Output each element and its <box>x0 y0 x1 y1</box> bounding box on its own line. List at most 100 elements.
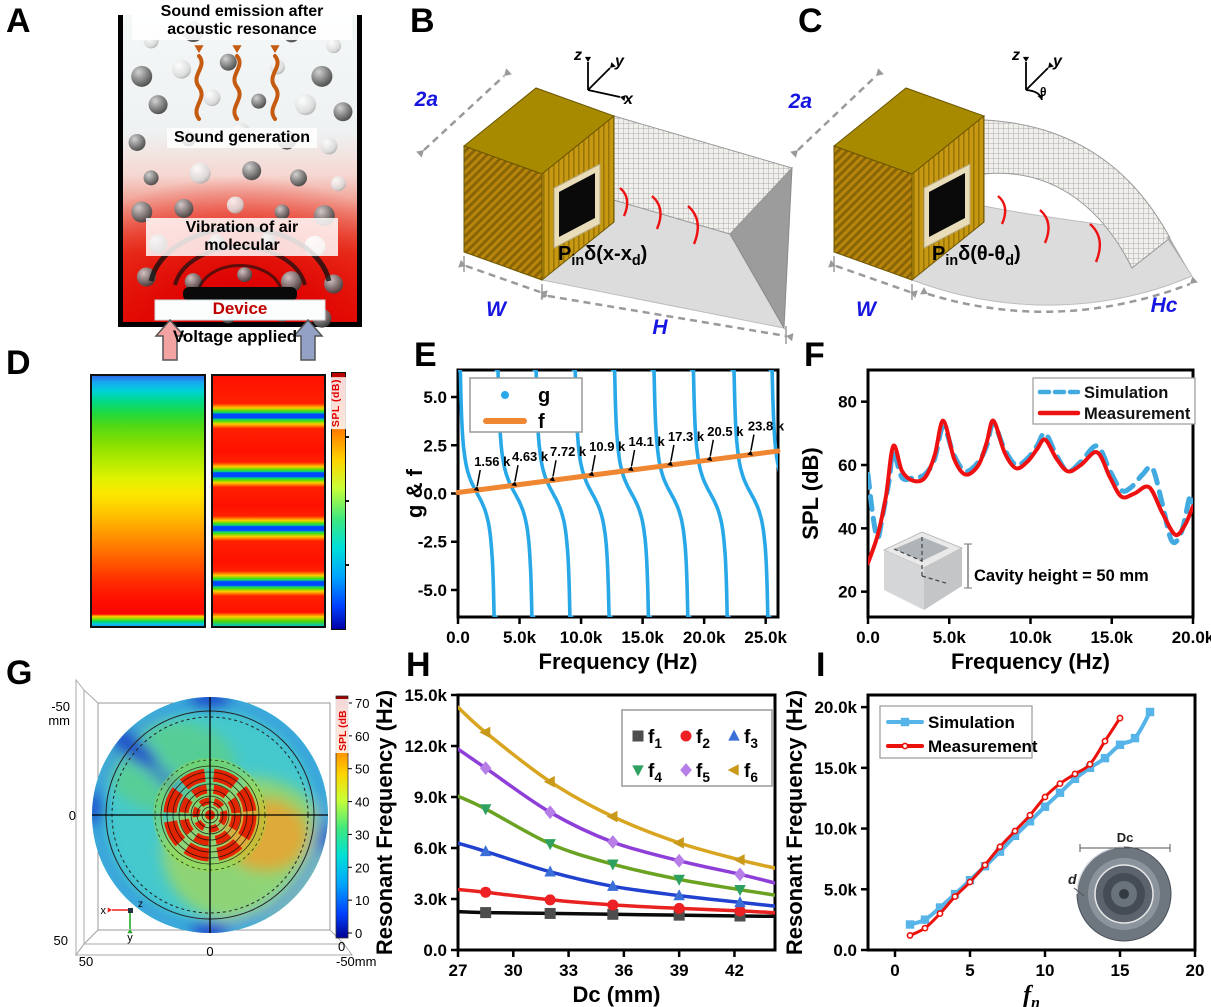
svg-text:2.5: 2.5 <box>423 436 447 455</box>
svg-text:33: 33 <box>559 961 578 980</box>
svg-text:50: 50 <box>79 954 93 969</box>
panel-d-colorbar-label: SPL (dB) <box>330 377 346 430</box>
svg-text:17.3 k: 17.3 k <box>668 429 705 444</box>
svg-text:f2​: f2​ <box>696 727 710 751</box>
svg-text:Frequency (Hz): Frequency (Hz) <box>951 649 1110 674</box>
svg-text:9.0k: 9.0k <box>414 788 448 807</box>
svg-text:0: 0 <box>69 808 76 823</box>
resonance-vs-mode-curves <box>905 707 1155 939</box>
svg-text:0.0: 0.0 <box>446 628 470 647</box>
svg-text:0.0: 0.0 <box>423 485 447 504</box>
axes-I: 0 5 10 15 20 0.0 5.0k 10.0k 15.0k 20.0k fn​ Resonan… <box>782 690 1204 1007</box>
svg-text:3.0k: 3.0k <box>414 890 448 909</box>
svg-text:30: 30 <box>355 827 369 842</box>
axes-F: 0.0 5.0k 10.0k 15.0k 20.0k 20 40 60 80 Frequency … <box>798 368 1211 674</box>
panel-letter-i: I <box>816 646 826 684</box>
svg-text:g: g <box>538 385 550 407</box>
svg-text:20: 20 <box>355 860 369 875</box>
svg-text:20.0k: 20.0k <box>814 698 857 717</box>
transducer-box <box>462 87 616 282</box>
panel-a-voltage-row: Voltage applied <box>108 318 362 364</box>
label-sound-generation: Sound generation <box>167 128 317 148</box>
series-g-branches <box>458 370 778 617</box>
svg-text:Frequency (Hz): Frequency (Hz) <box>539 649 698 674</box>
cavity-height-label: Cavity height = 50 mm <box>974 567 1149 585</box>
svg-text:0: 0 <box>206 944 213 959</box>
svg-text:6.0k: 6.0k <box>414 839 448 858</box>
svg-text:0: 0 <box>338 939 345 954</box>
svg-text:60: 60 <box>355 729 369 744</box>
svg-text:14.1 k: 14.1 k <box>629 434 666 449</box>
svg-text:z: z <box>1011 47 1020 64</box>
svg-text:30: 30 <box>504 961 523 980</box>
svg-text:10: 10 <box>355 893 369 908</box>
svg-text:42: 42 <box>725 961 744 980</box>
svg-text:80: 80 <box>838 393 857 412</box>
panel-letter-e: E <box>414 336 437 374</box>
cavity-inset <box>882 531 972 610</box>
panel-letter-g: G <box>6 654 33 692</box>
svg-text:y: y <box>1052 53 1063 70</box>
svg-text:70: 70 <box>355 696 369 711</box>
svg-text:5.0: 5.0 <box>423 388 447 407</box>
resonance-vs-dc-curves <box>458 705 775 922</box>
dimension-labels: 2a W H <box>414 68 794 344</box>
svg-text:10.0k: 10.0k <box>814 820 857 839</box>
svg-text:Resonant Frequency (Hz): Resonant Frequency (Hz) <box>372 690 397 955</box>
panel-d-spl-map-gradient <box>90 374 206 628</box>
svg-text:20.0k: 20.0k <box>1172 628 1211 647</box>
svg-text:-5.0: -5.0 <box>418 581 447 600</box>
axes-triad: z y θ <box>1011 47 1063 101</box>
svg-text:Dc: Dc <box>1117 830 1134 845</box>
svg-text:f3​: f3​ <box>744 727 758 751</box>
svg-text:0: 0 <box>355 926 362 941</box>
spiral-device-inset: Dc d <box>1068 830 1172 942</box>
svg-text:x: x <box>623 91 634 108</box>
svg-text:Dc (mm): Dc (mm) <box>572 982 660 1007</box>
panel-d-colorbar: SPL (dB) <box>330 372 349 630</box>
svg-text:W: W <box>486 298 508 321</box>
svg-text:36: 36 <box>614 961 633 980</box>
svg-text:50: 50 <box>54 933 68 948</box>
label-sound-emission: Sound emission after acoustic resonance <box>132 2 352 40</box>
voltage-arrows <box>154 318 324 361</box>
svg-text:g & f: g & f <box>402 468 427 518</box>
g-colorbar: 70 60 50 40 30 20 10 0 SPL (dB <box>335 695 369 941</box>
curved-duct <box>911 119 1193 306</box>
panel-letter-a: A <box>6 2 31 40</box>
svg-text:H: H <box>652 316 668 339</box>
wavefront-arcs <box>997 195 1102 263</box>
label-device: Device <box>212 299 268 318</box>
spl-curves <box>868 418 1193 566</box>
svg-text:10: 10 <box>1036 961 1055 980</box>
panel-i-chart: 0 5 10 15 20 0.0 5.0k 10.0k 15.0k 20.0k fn​ Resonan… <box>782 690 1204 1007</box>
svg-text:15: 15 <box>1111 961 1130 980</box>
svg-text:1.56 k: 1.56 k <box>474 454 511 469</box>
svg-text:39: 39 <box>670 961 689 980</box>
svg-text:10.9 k: 10.9 k <box>589 439 626 454</box>
panel-letter-h: H <box>406 646 431 684</box>
svg-text:15.0k: 15.0k <box>814 759 857 778</box>
svg-text:10.0k: 10.0k <box>560 628 603 647</box>
svg-text:-50mm: -50mm <box>336 954 376 969</box>
panel-a-resonance-tube: Sound emission after acoustic resonance … <box>118 2 362 328</box>
svg-text:0.0: 0.0 <box>856 628 880 647</box>
source-formula: Pin​δ(θ-θd​) <box>932 243 1021 269</box>
transducer-box <box>832 87 986 282</box>
svg-text:40: 40 <box>355 795 369 810</box>
svg-text:15.0k: 15.0k <box>621 628 664 647</box>
svg-text:0.0: 0.0 <box>833 941 857 960</box>
svg-text:θ: θ <box>1040 85 1047 99</box>
svg-text:5: 5 <box>965 961 974 980</box>
series-f-line <box>455 448 781 496</box>
panel-b-straight-cavity-schematic: 2a W H Pin​δ(x-xd​) z y x <box>414 47 794 344</box>
svg-text:d: d <box>1068 871 1077 887</box>
svg-text:z: z <box>138 899 143 910</box>
svg-text:2a: 2a <box>414 88 439 111</box>
svg-text:Measurement: Measurement <box>1084 405 1191 423</box>
svg-text:5.0k: 5.0k <box>933 628 967 647</box>
svg-text:20.5 k: 20.5 k <box>707 424 744 439</box>
